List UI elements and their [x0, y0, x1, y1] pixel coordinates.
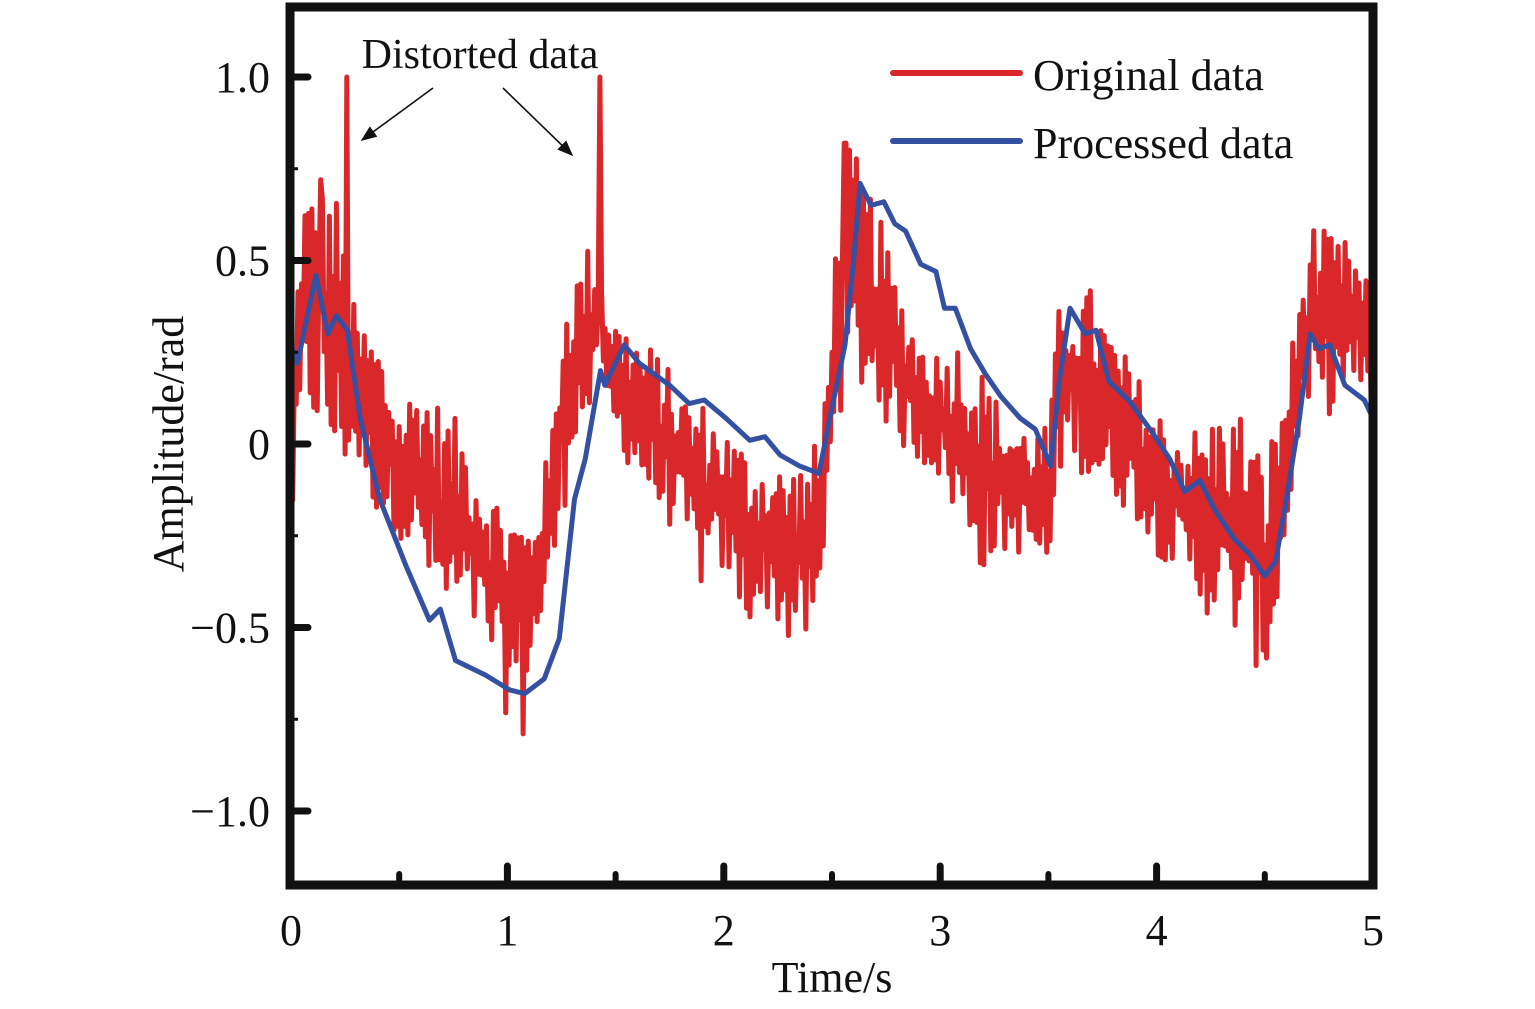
series-original-data-line — [294, 74, 1369, 737]
x-tick-label: 5 — [1362, 906, 1384, 955]
annotation-arrow-left — [360, 87, 434, 141]
x-tick-label: 0 — [280, 906, 302, 955]
annotation-text: Distorted data — [362, 32, 599, 78]
annotation: Distorted data — [360, 32, 599, 157]
y-tick-label: −0.5 — [190, 604, 270, 653]
legend-label-original: Original data — [1033, 51, 1264, 100]
y-tick-label: 0.5 — [215, 237, 270, 286]
x-axis-label: Time/s — [772, 953, 893, 1002]
x-tick-label: 3 — [929, 906, 951, 955]
legend-label-processed: Processed data — [1033, 119, 1293, 168]
x-tick-label: 4 — [1146, 906, 1168, 955]
y-tick-label: −1.0 — [190, 787, 270, 836]
x-tick-label: 2 — [713, 906, 735, 955]
plot-frame — [285, 2, 1378, 890]
tick-labels: 0 1 2 3 4 5 1.0 0.5 0 −0.5 −1.0 — [190, 53, 1384, 955]
legend: Original data Processed data — [890, 51, 1293, 168]
annotation-arrow-right — [502, 87, 574, 157]
y-tick-label: 0 — [248, 420, 270, 469]
ticks-layer — [287, 73, 1377, 885]
x-tick-label: 1 — [496, 906, 518, 955]
series-layer — [290, 74, 1374, 737]
y-axis-label: Amplitude/rad — [144, 316, 193, 573]
y-tick-label: 1.0 — [215, 53, 270, 102]
